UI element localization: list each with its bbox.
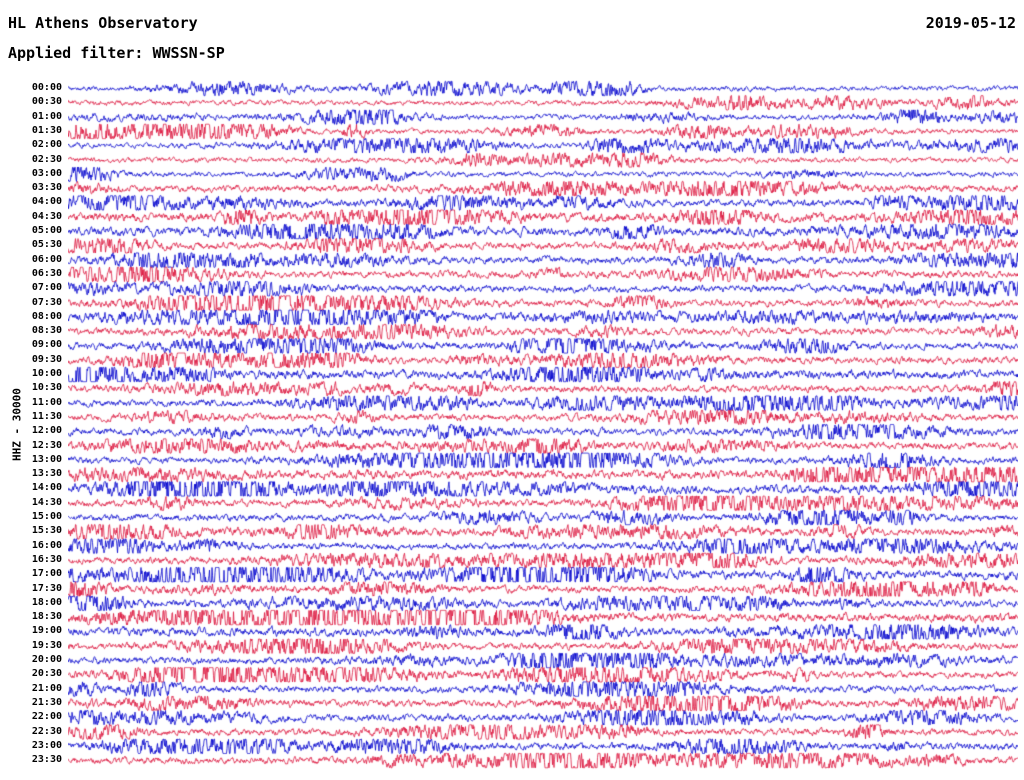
time-label: 00:00 <box>31 82 62 93</box>
time-label: 17:00 <box>31 568 62 580</box>
time-label: 04:00 <box>31 196 62 208</box>
time-label: 13:30 <box>31 468 62 480</box>
time-label: 15:00 <box>31 511 62 522</box>
time-label: 05:00 <box>31 225 62 236</box>
time-label: 09:00 <box>31 339 62 351</box>
station-title: HL Athens Observatory <box>8 14 198 32</box>
record-date: 2019-05-12 <box>925 14 1016 32</box>
applied-filter-label: Applied filter: WWSSN-SP <box>8 44 225 62</box>
time-label: 07:00 <box>31 282 62 294</box>
time-label: 10:30 <box>31 382 62 394</box>
time-label: 13:00 <box>31 453 62 465</box>
time-label: 06:30 <box>31 267 62 279</box>
time-label: 01:00 <box>31 110 62 122</box>
time-label: 11:30 <box>31 410 62 422</box>
seismogram-traces-canvas <box>68 80 1018 770</box>
time-label: 14:00 <box>31 482 62 494</box>
time-label: 00:30 <box>31 96 62 108</box>
time-label: 23:00 <box>31 739 62 751</box>
time-label: 04:30 <box>31 210 62 222</box>
time-label: 08:30 <box>31 325 62 337</box>
time-label: 14:30 <box>31 496 62 508</box>
time-label: 03:00 <box>31 167 62 179</box>
time-label: 09:30 <box>31 353 62 365</box>
time-label: 02:30 <box>31 153 62 165</box>
time-label: 02:00 <box>31 139 62 151</box>
time-label: 16:00 <box>31 539 62 551</box>
time-label: 20:00 <box>31 654 62 665</box>
time-label: 05:30 <box>31 239 62 251</box>
time-label: 10:00 <box>31 368 62 379</box>
time-label: 20:30 <box>31 668 62 680</box>
time-label: 18:00 <box>31 596 62 608</box>
time-label: 18:30 <box>31 611 62 623</box>
time-label: 11:00 <box>31 396 62 408</box>
time-label: 12:30 <box>31 439 62 451</box>
time-label: 19:00 <box>31 625 62 637</box>
time-label: 22:30 <box>31 725 62 737</box>
time-label: 08:00 <box>31 310 62 322</box>
time-label: 03:30 <box>31 182 62 194</box>
time-label: 01:30 <box>31 124 62 136</box>
time-label: 06:00 <box>31 253 62 265</box>
time-label: 15:30 <box>31 525 62 537</box>
time-label: 12:00 <box>31 425 62 437</box>
time-label: 21:30 <box>31 696 62 708</box>
time-label: 19:30 <box>31 639 62 651</box>
time-label: 21:00 <box>31 682 62 694</box>
time-label: 23:30 <box>31 754 62 766</box>
time-label: 07:30 <box>31 296 62 308</box>
time-label: 16:30 <box>31 553 62 565</box>
time-label: 17:30 <box>31 582 62 594</box>
time-label: 22:00 <box>31 711 62 723</box>
